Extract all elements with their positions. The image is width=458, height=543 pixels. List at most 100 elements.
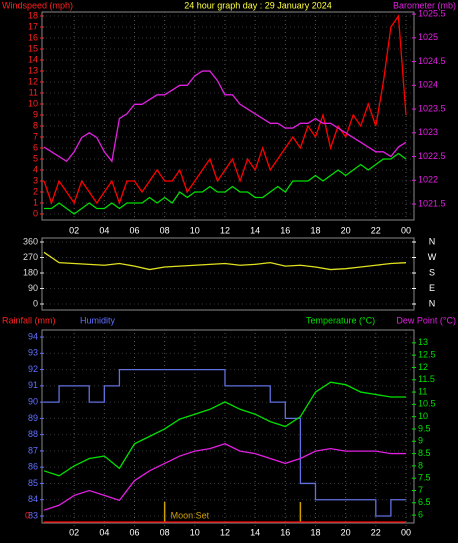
y-tick-label: 12 (28, 76, 38, 86)
y-tick-label: 90 (28, 283, 38, 293)
x-tick-label: 20 (341, 527, 351, 537)
y-tick-label: 91 (28, 380, 38, 390)
y2-tick-label: 1024.5 (418, 56, 446, 66)
y-tick-label: 7 (33, 131, 38, 141)
x-tick-label: 08 (160, 225, 170, 235)
legend-entry: Rainfall (mm) (2, 315, 56, 325)
x-tick-label: 14 (250, 527, 260, 537)
x-tick-label: 18 (310, 225, 320, 235)
legend-entry: Dew Point (°C) (396, 315, 456, 325)
x-tick-label: 08 (160, 527, 170, 537)
x-tick-label: 16 (280, 225, 290, 235)
y2-tick-label: 13 (418, 337, 428, 347)
chart-title: 24 hour graph day : 29 January 2024 (184, 0, 332, 10)
series-line (43, 14, 407, 206)
y-tick-label: 89 (28, 413, 38, 423)
y-tick-label: 18 (28, 10, 38, 20)
y-axis-label: Windspeed (mph) (2, 0, 73, 10)
y-tick-label: 86 (28, 462, 38, 472)
y-tick-label: 85 (28, 478, 38, 488)
y-tick-label: 17 (28, 21, 38, 31)
y2-tick-label: 11 (418, 386, 427, 396)
panel-frame (41, 329, 415, 524)
y2-tick-label: N (429, 236, 436, 246)
x-tick-label: 12 (220, 225, 230, 235)
y-tick-label: 13 (28, 65, 38, 75)
x-tick-label: 02 (69, 225, 79, 235)
series-line (43, 443, 406, 511)
legend-entry: Humidity (80, 315, 116, 325)
series-line (43, 251, 407, 271)
y-tick-label: 8 (33, 120, 38, 130)
y-tick-label: 0 (33, 298, 38, 308)
y2-tick-label: 8.5 (418, 448, 431, 458)
panel-frame (41, 11, 415, 221)
x-tick-label: 06 (129, 225, 139, 235)
y-tick-label: 6 (33, 142, 38, 152)
y2-tick-label: 6 (418, 509, 423, 519)
y2-tick-label: 1024 (418, 80, 438, 90)
y2-tick-label: 10 (418, 411, 428, 421)
x-tick-label: 04 (99, 527, 109, 537)
y-tick-label: 3 (33, 175, 38, 185)
y-tick-label: 180 (23, 267, 38, 277)
y2-tick-label: 10.5 (418, 399, 436, 409)
y-tick-label: 14 (28, 54, 38, 64)
y2-tick-label: 9 (418, 436, 423, 446)
y2-tick-label: 1022 (418, 175, 438, 185)
y2-tick-label: S (429, 267, 435, 277)
y3-tick-label: 0 (25, 510, 30, 520)
y-tick-label: 360 (23, 236, 38, 246)
y2-tick-label: E (429, 283, 435, 293)
y-tick-label: 11 (29, 87, 38, 97)
x-tick-label: 22 (371, 225, 381, 235)
annotation: Moon Set (171, 510, 210, 520)
y-tick-label: 94 (28, 331, 38, 341)
series-line (44, 152, 407, 215)
y-tick-label: 16 (28, 32, 38, 42)
y2-tick-label: 7.5 (418, 473, 431, 483)
x-tick-label: 12 (220, 527, 230, 537)
y-tick-label: 1 (33, 197, 38, 207)
y2-tick-label: 1023.5 (418, 103, 446, 113)
x-tick-label: 00 (401, 527, 411, 537)
y2-tick-label: 1025.5 (418, 8, 446, 18)
legend-entry: Temperature (°C) (306, 315, 375, 325)
x-tick-label: 02 (69, 527, 79, 537)
y-tick-label: 270 (23, 252, 38, 262)
x-tick-label: 14 (250, 225, 260, 235)
y-tick-label: 0 (33, 208, 38, 218)
y2-tick-label: 9.5 (418, 423, 431, 433)
y-tick-label: 83 (28, 510, 38, 520)
y2-tick-label: 1021.5 (418, 198, 446, 208)
x-tick-label: 06 (129, 527, 139, 537)
y-tick-label: 84 (28, 494, 38, 504)
y-tick-label: 87 (28, 445, 38, 455)
y-tick-label: 2 (33, 186, 38, 196)
y2-tick-label: 12 (418, 362, 428, 372)
y2-tick-label: 11.5 (418, 374, 435, 384)
series-line (43, 381, 406, 477)
y-tick-label: 15 (28, 43, 38, 53)
x-tick-label: 20 (341, 225, 351, 235)
y-tick-label: 93 (28, 348, 38, 358)
y2-tick-label: 1022.5 (418, 151, 446, 161)
y-tick-label: 5 (33, 153, 38, 163)
x-tick-label: 16 (280, 527, 290, 537)
x-tick-label: 04 (99, 225, 109, 235)
y2-tick-label: 7 (418, 485, 423, 495)
y2-axis-label: Barometer (mb) (393, 0, 456, 10)
y2-tick-label: 1025 (418, 32, 438, 42)
y-tick-label: 9 (33, 109, 38, 119)
x-tick-label: 10 (190, 225, 200, 235)
y-tick-label: 88 (28, 429, 38, 439)
y-tick-label: 10 (28, 98, 38, 108)
y2-tick-label: 1023 (418, 127, 438, 137)
y-tick-label: 90 (28, 397, 38, 407)
y-tick-label: 4 (33, 164, 38, 174)
y2-tick-label: 6.5 (418, 497, 431, 507)
y2-tick-label: W (428, 252, 437, 262)
